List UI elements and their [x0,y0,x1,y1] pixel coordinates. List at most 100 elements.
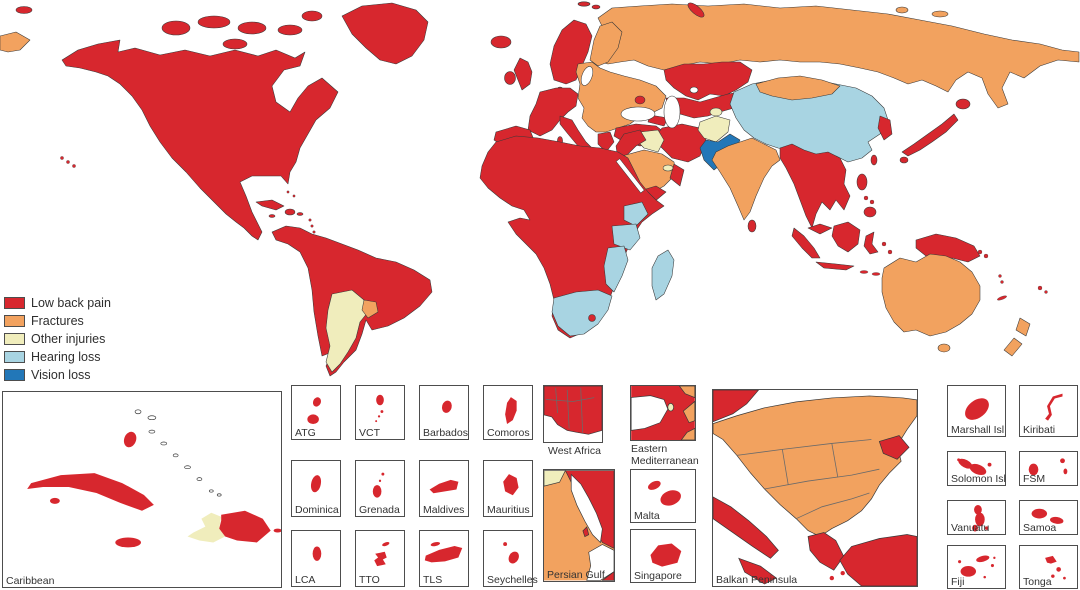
legend-swatch-other-injuries [4,333,25,345]
inset-box-dominica: Dominica [291,460,341,517]
inset-box-vanuatu: Vanuatu [947,500,1006,535]
inset-label: Seychelles [487,574,538,586]
legend-item-hearing-loss: Hearing loss [4,350,111,364]
world-map-svg [0,1,1080,377]
inset-label: FSM [1023,473,1046,485]
inset-box-eastern-mediterranean [630,385,696,441]
inset-label: Marshall Isl [951,424,1005,436]
inset-box-tto: TTO [355,530,405,587]
inset-label: Dominica [295,504,339,516]
comoros-islands [505,397,517,425]
inset-label: Barbados [423,427,468,439]
inset-box-seychelles: Seychelles [483,530,538,587]
inset-box-tls: TLS [419,530,469,587]
legend-item-low-back-pain: Low back pain [4,296,111,310]
legend-item-vision-loss: Vision loss [4,368,111,382]
caribbean-inset-svg [27,409,281,548]
inset-label-west-africa: West Africa [548,445,601,457]
inset-box-balkan: Balkan Peninsula [712,389,918,587]
seychelles-islands [503,542,519,564]
samoa-islands [1031,508,1064,524]
inset-box-barbados: Barbados [419,385,469,440]
inset-box-vct: VCT [355,385,405,440]
inset-label: Samoa [1023,522,1057,534]
inset-label-persian-gulf: Persian Gulf [547,569,605,581]
inset-label: TLS [423,574,443,586]
inset-label: Solomon Isl [951,473,1006,485]
dominica-island [310,475,322,493]
legend-swatch-low-back-pain [4,297,25,309]
region-oceania [881,249,1048,357]
solomon-islands [957,458,992,476]
fsm-islands [1028,458,1068,476]
tls-island [424,541,463,563]
region-east-asia [729,75,893,172]
marshall-islands [965,398,989,420]
region-russia [0,1,1080,109]
inset-label-eastern-mediterranean: Eastern Mediterranean [631,443,699,467]
malta-inset-svg [648,480,681,506]
region-japan [899,98,971,164]
inset-label: TTO [359,574,380,586]
kiribati-islands [1045,393,1063,421]
region-south-asia [697,115,781,233]
fiji-islands [958,555,996,579]
inset-label: Maldives [423,504,465,516]
persian-gulf-inset-svg [544,470,614,581]
world-map [0,1,1080,377]
region-southeast-asia [779,143,981,276]
legend-item-fractures: Fractures [4,314,111,328]
inset-label-malta: Malta [634,510,660,522]
inset-box-fsm: FSM [1019,451,1078,486]
mauritius-island [503,474,519,496]
inset-label: Comoros [487,427,530,439]
legend: Low back pain Fractures Other injuries H… [4,296,111,386]
eastern-mediterranean-inset-svg [631,386,695,440]
legend-item-other-injuries: Other injuries [4,332,111,346]
inset-box-atg: ATG [291,385,341,440]
inset-box-caribbean: Caribbean [2,391,282,588]
region-caribbean-main [255,190,316,240]
vanuatu-islands [972,504,989,532]
atg-islands [307,397,321,425]
tonga-islands [1045,555,1066,580]
inset-box-comoros: Comoros [483,385,533,440]
inset-box-maldives: Maldives [419,460,469,517]
inset-label: ATG [295,427,316,439]
inset-label-singapore: Singapore [634,570,682,582]
west-africa-inset-svg [544,386,602,435]
inset-box-malta: Malta [630,469,696,523]
region-africa [479,135,675,339]
inset-box-singapore: Singapore [630,529,696,583]
inset-box-lca: LCA [291,530,341,587]
legend-label: Vision loss [31,368,91,382]
legend-label: Hearing loss [31,350,101,364]
inland-seas [580,66,699,194]
barbados-island [441,400,452,413]
legend-label: Other injuries [31,332,106,346]
inset-box-solomon: Solomon Isl [947,451,1006,486]
balkan-inset-svg [713,390,917,586]
inset-box-fiji: Fiji [947,545,1006,589]
legend-label: Fractures [31,314,84,328]
legend-swatch-hearing-loss [4,351,25,363]
inset-label: Kiribati [1023,424,1056,436]
inset-box-persian-gulf: Persian Gulf [543,469,615,582]
inset-box-west-africa [543,385,603,443]
inset-label-balkan: Balkan Peninsula [716,574,798,586]
legend-swatch-fractures [4,315,25,327]
inset-box-kiribati: Kiribati [1019,385,1078,437]
region-north-america [60,2,429,241]
inset-label: VCT [359,427,380,439]
grenada-island [372,472,385,498]
inset-box-samoa: Samoa [1019,500,1078,535]
tto-islands [374,542,390,567]
inset-label: Fiji [951,576,965,588]
inset-label: Mauritius [487,504,530,516]
inset-label: Tonga [1023,576,1052,588]
region-europe [490,19,667,161]
inset-box-mauritius: Mauritius [483,460,533,517]
lca-island [312,546,322,561]
vct-islands [375,394,384,423]
inset-box-tonga: Tonga [1019,545,1078,589]
